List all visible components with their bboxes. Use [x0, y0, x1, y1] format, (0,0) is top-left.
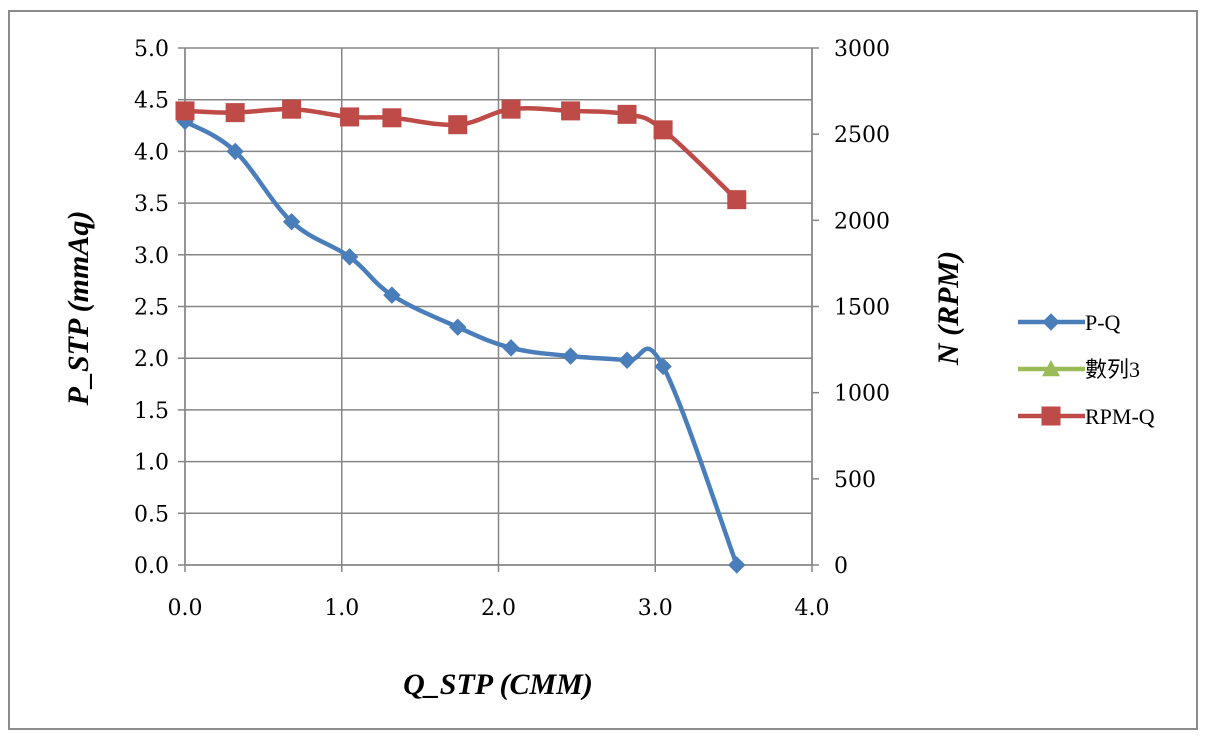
data-point-p-q: [654, 357, 672, 376]
tick-labels: 0.0 0.5 1.0 1.5 2.0 2.5 3.0 3.5 4.0 4.5 5.0 0.0 1.0 2…: [134, 37, 890, 621]
y-tick-label: 4.0: [134, 140, 169, 165]
y-tick-label: 1.5: [134, 399, 169, 424]
series-line-p-q: [183, 119, 739, 566]
data-point-rpm-q: [282, 99, 302, 119]
y2-tick-label: 3000: [834, 37, 890, 62]
data-point-p-q: [561, 347, 580, 365]
y-tick-label: 2.0: [134, 347, 169, 372]
data-point-rpm-q: [561, 101, 581, 121]
y-tick-label: 0.0: [134, 554, 169, 579]
x-tick-label: 1.0: [324, 596, 359, 621]
data-point-rpm-q: [448, 115, 468, 135]
plot-axes: [178, 47, 819, 572]
data-point-p-q: [502, 339, 520, 357]
data-point-rpm-q: [617, 104, 637, 124]
data-point-p-q: [383, 286, 401, 304]
legend-marker-rpm-q: [1041, 406, 1061, 426]
y2-tick-label: 1500: [834, 296, 890, 321]
data-point-rpm-q: [340, 107, 360, 127]
y2-tick-label: 2500: [834, 123, 890, 148]
data-point-rpm-q: [225, 103, 245, 123]
y-tick-label: 3.5: [134, 192, 169, 217]
y-tick-label: 2.5: [134, 296, 169, 321]
y-tick-label: 3.0: [134, 244, 169, 269]
legend-label-p-q: P-Q: [1085, 310, 1121, 335]
y2-tick-label: 2000: [834, 209, 890, 234]
legend-marker-3: [1042, 360, 1060, 377]
plot-grid: [184, 47, 813, 566]
y2-axis-title: N (RPM): [932, 251, 965, 366]
y2-tick-label: 0: [834, 554, 848, 579]
data-point-rpm-q: [727, 190, 747, 210]
x-tick-label: 2.0: [481, 596, 516, 621]
y-tick-label: 0.5: [134, 502, 169, 527]
y2-tick-label: 1000: [834, 382, 890, 407]
series-layer: [175, 99, 747, 574]
data-point-rpm-q: [653, 120, 673, 140]
legend: P-Q 數列3 RPM-Q: [1018, 310, 1155, 429]
data-point-p-q: [618, 351, 636, 369]
y-tick-label: 5.0: [134, 37, 169, 62]
data-point-rpm-q: [175, 101, 195, 121]
data-point-rpm-q: [382, 108, 402, 128]
legend-marker-p-q: [1042, 313, 1060, 331]
x-tick-label: 3.0: [638, 596, 673, 621]
x-tick-label: 4.0: [795, 596, 830, 621]
data-point-p-q: [728, 556, 746, 574]
y-tick-label: 4.5: [134, 89, 169, 114]
data-point-p-q: [340, 248, 359, 266]
y-axis-title: P_STP (mmAq): [62, 211, 95, 407]
data-point-rpm-q: [501, 99, 521, 119]
legend-label-rpm-q: RPM-Q: [1085, 404, 1155, 429]
y2-tick-label: 500: [834, 468, 876, 493]
x-axis-title: Q_STP (CMM): [403, 668, 593, 701]
y-tick-label: 1.0: [134, 451, 169, 476]
data-point-p-q: [449, 318, 467, 336]
x-tick-label: 0.0: [168, 596, 203, 621]
data-point-p-q: [282, 213, 301, 231]
legend-label-3: 數列3: [1085, 357, 1140, 382]
data-point-p-q: [226, 142, 244, 161]
